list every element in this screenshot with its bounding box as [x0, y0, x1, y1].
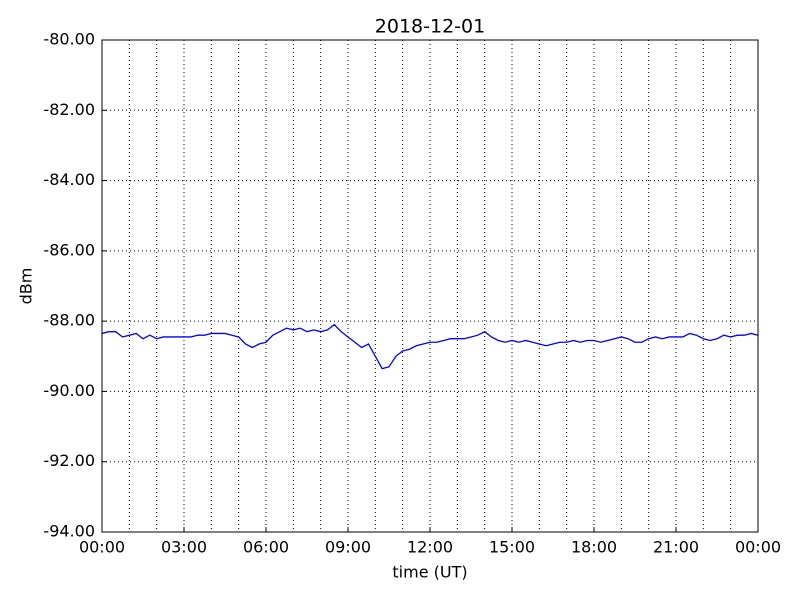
x-tick-label: 03:00 [161, 538, 207, 557]
x-tick-label: 12:00 [407, 538, 453, 557]
x-tick-label: 21:00 [653, 538, 699, 557]
y-tick-label: -82.00 [43, 100, 95, 119]
y-tick-label: -80.00 [43, 30, 95, 49]
x-tick-label: 09:00 [325, 538, 371, 557]
x-tick-label: 06:00 [243, 538, 289, 557]
x-tick-label: 15:00 [489, 538, 535, 557]
x-tick-label: 00:00 [735, 538, 781, 557]
y-tick-label: -94.00 [43, 522, 95, 541]
x-tick-label: 00:00 [79, 538, 125, 557]
x-tick-label: 18:00 [571, 538, 617, 557]
y-tick-label: -86.00 [43, 240, 95, 259]
y-tick-label: -90.00 [43, 381, 95, 400]
plot-frame [101, 39, 759, 533]
y-tick-label: -92.00 [43, 451, 95, 470]
data-line [101, 323, 759, 370]
x-axis-label: time (UT) [392, 563, 467, 582]
y-axis-label: dBm [17, 268, 36, 305]
y-tick-label: -88.00 [43, 311, 95, 330]
chart-title: 2018-12-01 [375, 16, 485, 38]
y-tick-label: -84.00 [43, 170, 95, 189]
